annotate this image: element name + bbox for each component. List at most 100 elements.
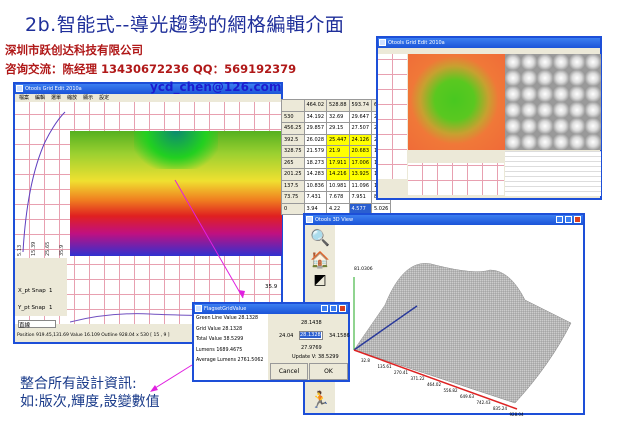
green-orange-heatmap (408, 54, 505, 150)
window-title: Otools Grid Edit 2010a (388, 40, 445, 46)
close-button[interactable] (339, 305, 346, 312)
home-icon[interactable]: 🏠 (310, 250, 330, 269)
table-cell[interactable]: 26.028 (303, 133, 327, 146)
row-header: 265 (281, 156, 305, 169)
table-cell[interactable]: 14.283 (303, 168, 327, 181)
row-header: 201.25 (281, 168, 305, 181)
z-axis-label: 81.0306 (354, 267, 373, 272)
ok-button[interactable]: OK (309, 363, 348, 380)
table-cell[interactable]: 7.951 (348, 191, 372, 204)
surface-icon[interactable]: ◩ (313, 272, 327, 288)
menu-edit[interactable]: 編輯 (35, 95, 46, 101)
column-header: 528.88 (326, 99, 350, 112)
slide-title: 2b.智能式--導光趨勢的網格編輯介面 (25, 14, 345, 36)
row-header: 137.5 (281, 179, 305, 192)
table-cell[interactable]: 13.925 (348, 168, 372, 181)
y-snap-value[interactable]: 1 (49, 305, 53, 311)
dialog-title: FlagsetGridValue (204, 306, 247, 312)
profile-curve (22, 111, 66, 253)
table-cell[interactable]: 17.911 (326, 156, 350, 169)
table-cell[interactable]: 29.647 (348, 110, 372, 123)
table-cell[interactable]: 10.836 (303, 179, 327, 192)
table-cell[interactable]: 20.683 (348, 145, 372, 158)
x-tick-label: 556.82 (443, 388, 458, 393)
table-cell[interactable]: 18.273 (303, 156, 327, 169)
row-header: 530 (281, 110, 305, 123)
x-tick-label: 835.24 (493, 406, 507, 411)
luminance-heatmap[interactable] (70, 131, 282, 256)
list-item: Lumens 1689.4675 (196, 347, 243, 353)
x-tick-label: 135.61 (377, 364, 392, 369)
table-cell[interactable]: 5.026 (370, 202, 392, 215)
maximize-button[interactable] (330, 305, 337, 312)
cancel-button[interactable]: Cancel (270, 363, 308, 380)
x-tick-label: 928.04 (509, 412, 524, 417)
table-cell[interactable]: 14.216 (326, 168, 350, 181)
left-tick-label: 25.65 (45, 241, 51, 256)
list-item: Green Line Value 28.1328 (196, 316, 259, 321)
dot-pattern-view (505, 54, 601, 150)
table-cell[interactable]: 32.69 (326, 110, 350, 123)
zoom-icon[interactable]: 🔍 (310, 228, 330, 247)
table-cell[interactable]: 34.192 (303, 110, 327, 123)
x-tick-label: 270.41 (394, 370, 408, 375)
row-header: 328.75 (281, 145, 305, 158)
mode-select[interactable]: 直線 (18, 320, 56, 329)
update-value: Update V: 38.5299 (292, 354, 339, 360)
x-snap-value[interactable]: 1 (49, 288, 53, 294)
title-bar: FlagsetGridValue (194, 304, 348, 314)
x-tick-label: 32.8 (361, 358, 370, 363)
column-header: 464.02 (303, 99, 327, 112)
center-value-input[interactable]: 28.1328 (299, 331, 323, 340)
y-axis (353, 305, 418, 351)
x-tick-label: 371.22 (410, 376, 425, 381)
caption-line-2: 如:版次,輝度,設變數值 (20, 394, 160, 410)
info-list[interactable]: Green Line Value 28.1328 Grid Value 28.1… (194, 314, 268, 380)
row-header: 0 (281, 202, 305, 215)
3d-view-window: Otools 3D View 🔍 🏠 ◩ 🏃 81.0306 32.8 135.6… (303, 213, 585, 417)
minimize-button[interactable] (321, 305, 328, 312)
table-cell[interactable]: 7.678 (326, 191, 350, 204)
menu-view[interactable]: 顯示 (83, 95, 94, 101)
menu-zoom[interactable]: 縮放 (67, 95, 78, 101)
table-cell[interactable]: 21.9 (326, 145, 350, 158)
right-value: 34.1586 (329, 333, 350, 339)
left-tick-label: 5.13 (17, 244, 23, 256)
table-cell[interactable]: 11.096 (348, 179, 372, 192)
menu-file[interactable]: 檔案 (19, 95, 30, 101)
x-tick-label: 464.02 (427, 382, 441, 387)
row-header: 73.75 (281, 191, 305, 204)
email: ycd_chen@126.com (150, 80, 282, 94)
minimize-button[interactable] (556, 216, 563, 223)
table-cell[interactable]: 27.507 (348, 122, 372, 135)
company-name: 深圳市跃创达科技有限公司 (5, 43, 143, 57)
list-item: Grid Value 28.1328 (196, 326, 243, 332)
grid-value-dialog: FlagsetGridValue Green Line Value 28.132… (192, 302, 350, 382)
menu-select[interactable]: 選單 (51, 95, 62, 101)
table-cell[interactable]: 7.431 (303, 191, 327, 204)
left-tick-label: 35.9 (59, 244, 65, 256)
table-cell[interactable]: 17.006 (348, 156, 372, 169)
row-header: 392.5 (281, 133, 305, 146)
table-cell[interactable]: 21.579 (303, 145, 327, 158)
table-cell[interactable]: 10.981 (326, 179, 350, 192)
window-title: Otools Grid Edit 2010a (25, 86, 82, 92)
left-value: 24.04 (279, 333, 294, 339)
maximize-button[interactable] (565, 216, 572, 223)
menu-settings[interactable]: 設定 (99, 95, 110, 101)
y-snap-label: Y_pt Snap (18, 305, 46, 311)
close-button[interactable] (574, 216, 581, 223)
table-cell[interactable]: 29.15 (326, 122, 350, 135)
corner-cell (281, 99, 305, 112)
3d-surface-plot (353, 263, 572, 410)
table-cell[interactable]: 24.126 (348, 133, 372, 146)
table-cell[interactable]: 29.857 (303, 122, 327, 135)
run-icon[interactable]: 🏃 (310, 390, 330, 409)
table-cell[interactable]: 25.447 (326, 133, 350, 146)
x-axis (353, 349, 518, 410)
side-graph (378, 54, 407, 179)
